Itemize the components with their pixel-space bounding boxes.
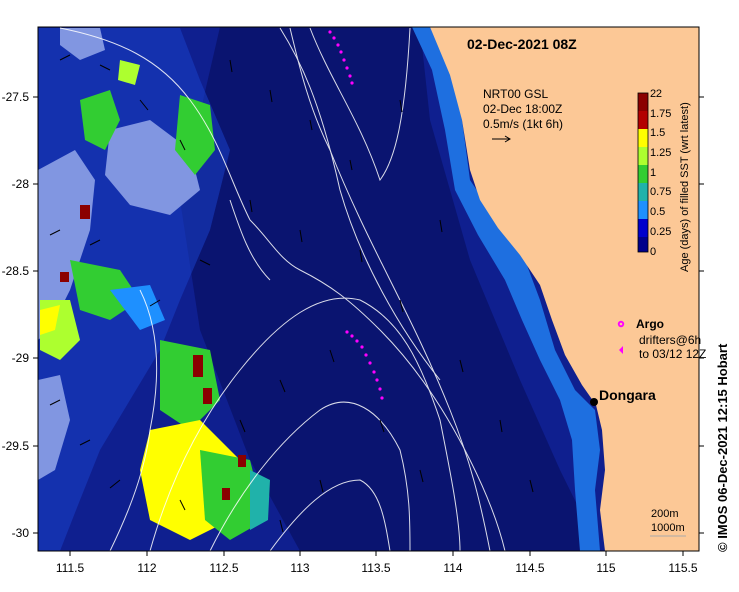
age-patch-teal [250, 470, 270, 530]
land-mass [430, 27, 699, 551]
gsl-line-3: 0.5m/s (1kt 6h) [483, 117, 563, 131]
age-patch-green [80, 90, 120, 150]
age-pixel-oldest [60, 272, 69, 282]
colorbar-tick: 1.75 [650, 108, 671, 120]
drifter-track-south [345, 330, 384, 400]
colorbar-tick: 1.5 [650, 127, 665, 139]
colorbar-tick: 0.75 [650, 186, 671, 198]
age-pixel-oldest [193, 355, 203, 377]
legend: Argo drifters@6h to 03/12 12Z [617, 317, 706, 361]
legend-argo-label: Argo [636, 317, 664, 331]
colorbar-segment [638, 201, 648, 219]
coastal-band [412, 27, 600, 551]
scale-arrow-icon [492, 135, 511, 143]
colorbar-tick: 0.5 [650, 206, 665, 218]
colorbar-frame [637, 92, 649, 253]
colorbar-tick: 2 [650, 88, 656, 100]
age-patch-green [160, 340, 220, 430]
colorbar-segment [638, 165, 648, 183]
map-title: 02-Dec-2021 08Z [467, 36, 577, 52]
age-pixel-oldest [222, 488, 230, 500]
y-tick-label: -27.5 [2, 90, 30, 104]
legend-drifters-line-2: to 03/12 12Z [639, 347, 706, 361]
deep-water-region [180, 27, 600, 551]
colorbar-segment [638, 129, 648, 147]
y-tick-label: -29 [12, 351, 30, 365]
plot-frame [37, 26, 700, 552]
argo-float-icon [617, 320, 625, 328]
x-axis-labels: 111.5 112 112.5 113 113.5 114 114.5 115 … [56, 561, 698, 575]
colorbar-segment [638, 93, 648, 111]
x-tick-label: 112.5 [209, 561, 238, 575]
bathymetry-contours [59, 27, 506, 551]
town-label-dongara: Dongara [599, 387, 656, 403]
y-tick-label: -28 [12, 177, 30, 191]
x-tick-label: 115 [596, 561, 615, 575]
x-tick-label: 114.5 [515, 561, 544, 575]
x-tick-label: 115.5 [668, 561, 697, 575]
colorbar-segment [638, 183, 648, 201]
town-marker-icon [590, 398, 598, 406]
x-tick-label: 113.5 [361, 561, 390, 575]
age-patch-green [118, 60, 140, 85]
age-pixel-oldest [80, 205, 90, 219]
y-tick-label: -29.5 [2, 439, 30, 453]
gsl-line-2: 02-Dec 18:00Z [483, 102, 562, 116]
age-patch-green [175, 95, 215, 175]
y-tick-label: -28.5 [2, 264, 30, 278]
x-tick-label: 112 [137, 561, 156, 575]
map-plot-area [38, 27, 699, 551]
axis-tick-marks [33, 96, 704, 556]
x-tick-label: 113 [290, 561, 309, 575]
age-patch-teal [110, 285, 165, 330]
gsl-annotation: NRT00 GSL 02-Dec 18:00Z 0.5m/s (1kt 6h) [483, 87, 563, 143]
current-vectors [49, 54, 534, 533]
x-tick-label: 114 [443, 561, 462, 575]
x-tick-label: 111.5 [56, 561, 85, 575]
colorbar-segment [638, 237, 648, 252]
age-pixel-oldest [203, 388, 212, 404]
colorbar: 2 2 1.75 1.5 1.25 1 0.75 0.5 0.25 0 Age … [637, 88, 691, 272]
colorbar-segment [638, 147, 648, 165]
legend-drifters-line-1: drifters@6h [639, 333, 701, 347]
y-axis-labels: -27.5 -28 -28.5 -29 -29.5 -30 [2, 90, 30, 540]
colorbar-tick: 2 [656, 88, 662, 100]
colorbar-label: Age (days) of filled SST (wrt latest) [679, 102, 691, 272]
colorbar-segment [638, 219, 648, 237]
colorbar-segment [638, 111, 648, 129]
colorbar-tick: 0 [650, 246, 656, 258]
drifter-track-north [328, 30, 354, 85]
age-patch-yellow [40, 305, 60, 335]
gsl-line-1: NRT00 GSL [483, 87, 548, 101]
colorbar-tick: 1 [650, 167, 656, 179]
drifter-marker-icon [619, 346, 623, 354]
contour-legend-1000m: 1000m [651, 522, 685, 534]
y-tick-label: -30 [12, 526, 30, 540]
colorbar-tick: 0.25 [650, 226, 671, 238]
contour-legend-200m: 200m [651, 508, 679, 520]
colorbar-tick: 1.25 [650, 147, 671, 159]
copyright-credit: © IMOS 06-Dec-2021 12:15 Hobart [715, 343, 730, 552]
age-pixel-oldest [238, 455, 246, 467]
age-patch-green [200, 450, 265, 540]
